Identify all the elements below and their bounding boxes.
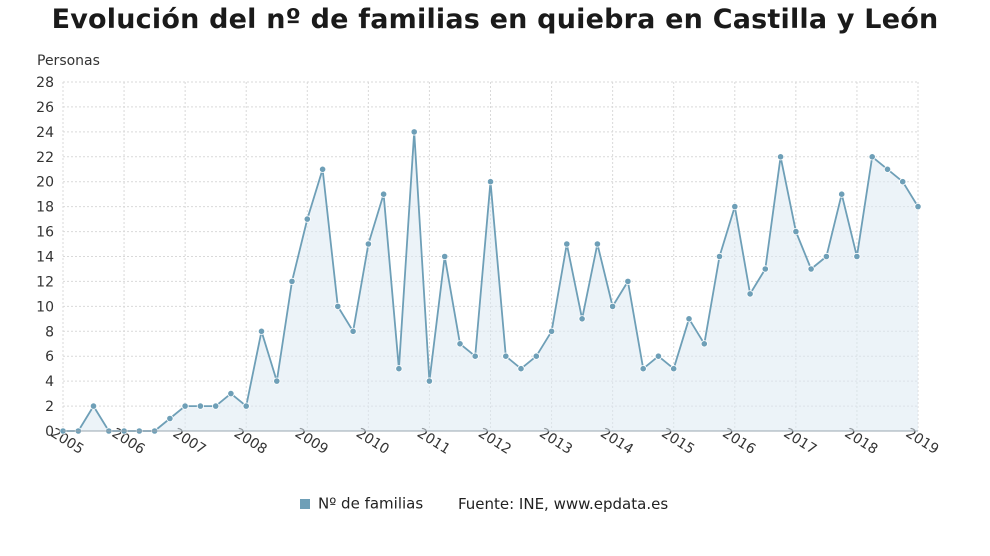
data-point	[715, 252, 724, 261]
data-point	[517, 365, 525, 373]
legend-label: Nº de familias	[318, 494, 424, 513]
y-tick-label: 28	[36, 75, 54, 91]
data-point	[318, 165, 327, 173]
data-point	[883, 165, 892, 173]
data-point	[700, 340, 708, 348]
data-point	[379, 190, 388, 198]
y-tick-label: 12	[36, 274, 54, 290]
data-point	[288, 277, 296, 285]
data-point	[502, 352, 510, 360]
data-point	[242, 402, 250, 410]
data-point	[196, 402, 204, 410]
y-tick-label: 24	[36, 125, 54, 141]
data-point	[441, 252, 449, 261]
y-tick-label: 26	[36, 100, 54, 116]
data-point	[624, 277, 632, 285]
data-point	[257, 327, 266, 335]
legend: Nº de familias Fuente: INE, www.epdata.e…	[300, 494, 668, 513]
data-point	[761, 265, 769, 273]
data-point	[654, 352, 663, 360]
data-point	[486, 178, 495, 186]
data-point	[471, 352, 479, 360]
y-tick-label: 4	[45, 374, 54, 390]
data-point	[685, 315, 693, 323]
data-point	[608, 302, 617, 310]
data-point	[334, 302, 342, 310]
y-tick-label: 6	[45, 349, 54, 365]
y-tick-label: 20	[36, 175, 54, 191]
data-point	[532, 352, 540, 360]
data-point	[166, 414, 174, 423]
data-point	[853, 252, 861, 261]
data-point	[547, 327, 556, 335]
data-point	[639, 365, 647, 373]
data-point	[838, 190, 846, 198]
data-point	[670, 365, 678, 373]
data-point	[593, 240, 602, 248]
series-area-fill	[63, 131, 918, 431]
y-tick-label: 8	[45, 324, 54, 340]
data-point	[181, 402, 189, 410]
y-tick-label: 0	[45, 424, 54, 440]
source-note: Fuente: INE, www.epdata.es	[457, 494, 669, 513]
y-tick-label: 16	[36, 225, 54, 241]
data-point	[89, 402, 98, 410]
y-tick-label: 10	[36, 299, 54, 315]
data-point	[578, 315, 586, 323]
series-points	[59, 128, 922, 435]
data-point	[563, 240, 571, 248]
legend-swatch	[300, 498, 310, 509]
data-point	[746, 290, 754, 298]
data-point	[776, 153, 785, 161]
data-point	[303, 215, 311, 223]
series-area	[63, 131, 918, 431]
data-point	[822, 252, 831, 261]
data-point	[395, 365, 403, 373]
y-tick-label: 2	[45, 399, 54, 415]
data-point	[899, 178, 907, 186]
data-point	[868, 153, 876, 161]
data-point	[914, 203, 922, 211]
y-axis-label: Personas	[37, 53, 100, 69]
data-point	[410, 128, 418, 136]
y-tick-label: 14	[36, 250, 54, 266]
data-point	[731, 203, 739, 211]
data-point	[456, 340, 464, 348]
data-point	[349, 327, 357, 335]
data-point	[792, 228, 800, 236]
data-point	[227, 389, 235, 398]
data-point	[364, 240, 372, 248]
y-tick-label: 22	[36, 150, 54, 166]
data-point	[212, 402, 220, 410]
data-point	[273, 377, 281, 385]
chart-title: Evolución del nº de familias en quiebra …	[51, 4, 939, 35]
data-point	[425, 377, 433, 385]
data-point	[807, 265, 815, 273]
y-tick-label: 18	[36, 200, 54, 216]
